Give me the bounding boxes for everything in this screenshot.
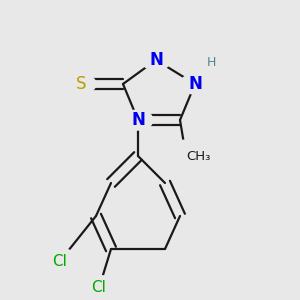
Text: CH₃: CH₃ xyxy=(186,149,210,163)
Ellipse shape xyxy=(65,73,97,95)
Text: N: N xyxy=(188,75,202,93)
Ellipse shape xyxy=(162,140,210,172)
Text: Cl: Cl xyxy=(92,280,106,296)
Text: N: N xyxy=(149,51,163,69)
Ellipse shape xyxy=(80,275,118,300)
Ellipse shape xyxy=(179,73,211,95)
Ellipse shape xyxy=(41,248,79,274)
Text: H: H xyxy=(207,56,216,69)
Ellipse shape xyxy=(140,49,172,71)
Text: Cl: Cl xyxy=(52,254,68,268)
Text: S: S xyxy=(76,75,86,93)
Ellipse shape xyxy=(122,109,154,131)
Text: N: N xyxy=(131,111,145,129)
